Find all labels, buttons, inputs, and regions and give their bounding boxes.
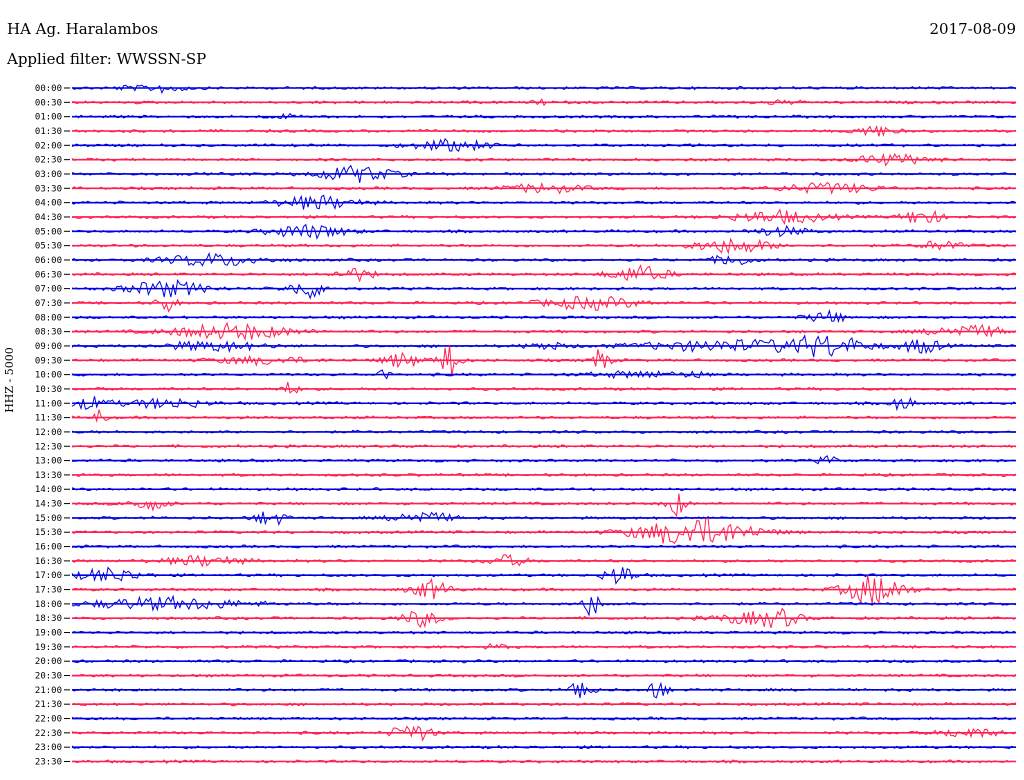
tick-label-1730: 17:30 [35, 586, 62, 596]
trace-1730 [71, 574, 1017, 605]
tick-label-2300: 23:00 [35, 743, 62, 753]
tick-label-0730: 07:30 [35, 299, 62, 309]
trace-0800 [71, 308, 1017, 324]
tick-label-0630: 06:30 [35, 270, 62, 280]
tick-label-1430: 14:30 [35, 500, 62, 510]
tick-label-1530: 15:30 [35, 528, 62, 538]
tick-label-0300: 03:00 [35, 170, 62, 180]
tick-label-0100: 01:00 [35, 113, 62, 123]
trace-1430 [71, 493, 1017, 518]
tick-label-0200: 02:00 [35, 141, 62, 151]
tick-label-0030: 00:30 [35, 98, 62, 108]
tick-label-0230: 02:30 [35, 156, 62, 166]
date-label: 2017-08-09 [929, 20, 1016, 38]
tick-label-2200: 22:00 [35, 715, 62, 725]
filter-label: Applied filter: WWSSN-SP [7, 50, 207, 68]
trace-0900 [71, 334, 1017, 358]
tick-label-0900: 09:00 [35, 342, 62, 352]
tick-label-0330: 03:30 [35, 184, 62, 194]
tick-label-1830: 18:30 [35, 614, 62, 624]
trace-1530 [71, 517, 1017, 545]
tick-label-0830: 08:30 [35, 328, 62, 338]
tick-label-1000: 10:00 [35, 371, 62, 381]
tick-label-0800: 08:00 [35, 313, 62, 323]
trace-0000 [71, 84, 1017, 95]
trace-0630 [71, 264, 1017, 283]
tick-label-0700: 07:00 [35, 285, 62, 295]
tick-label-0530: 05:30 [35, 242, 62, 252]
tick-label-0000: 00:00 [35, 84, 62, 94]
tick-label-0930: 09:30 [35, 356, 62, 366]
trace-1030 [71, 381, 1017, 394]
tick-label-1030: 10:30 [35, 385, 62, 395]
tick-label-0600: 06:00 [35, 256, 62, 266]
tick-label-1630: 16:30 [35, 557, 62, 567]
tick-label-2330: 23:30 [35, 758, 62, 768]
tick-label-1700: 17:00 [35, 571, 62, 581]
tick-label-0430: 04:30 [35, 213, 62, 223]
tick-label-1800: 18:00 [35, 600, 62, 610]
tick-label-1130: 11:30 [35, 414, 62, 424]
trace-1800 [71, 594, 1017, 617]
tick-label-1400: 14:00 [35, 485, 62, 495]
tick-label-2000: 20:00 [35, 657, 62, 667]
tick-label-1930: 19:30 [35, 643, 62, 653]
tick-label-1600: 16:00 [35, 543, 62, 553]
trace-0730 [71, 295, 1017, 313]
tick-label-0130: 01:30 [35, 127, 62, 137]
tick-label-1100: 11:00 [35, 399, 62, 409]
tick-label-1500: 15:00 [35, 514, 62, 524]
tick-label-0400: 04:00 [35, 199, 62, 209]
tick-label-1300: 13:00 [35, 457, 62, 467]
tick-label-2030: 20:30 [35, 672, 62, 682]
tick-label-0500: 05:00 [35, 227, 62, 237]
tick-label-1330: 13:30 [35, 471, 62, 481]
tick-label-1230: 12:30 [35, 442, 62, 452]
tick-label-2130: 21:30 [35, 700, 62, 710]
tick-label-2100: 21:00 [35, 686, 62, 696]
tick-label-2230: 22:30 [35, 729, 62, 739]
tick-label-1900: 19:00 [35, 629, 62, 639]
trace-1130 [71, 409, 1017, 423]
station-title: HA Ag. Haralambos [7, 20, 159, 38]
tick-label-1200: 12:00 [35, 428, 62, 438]
